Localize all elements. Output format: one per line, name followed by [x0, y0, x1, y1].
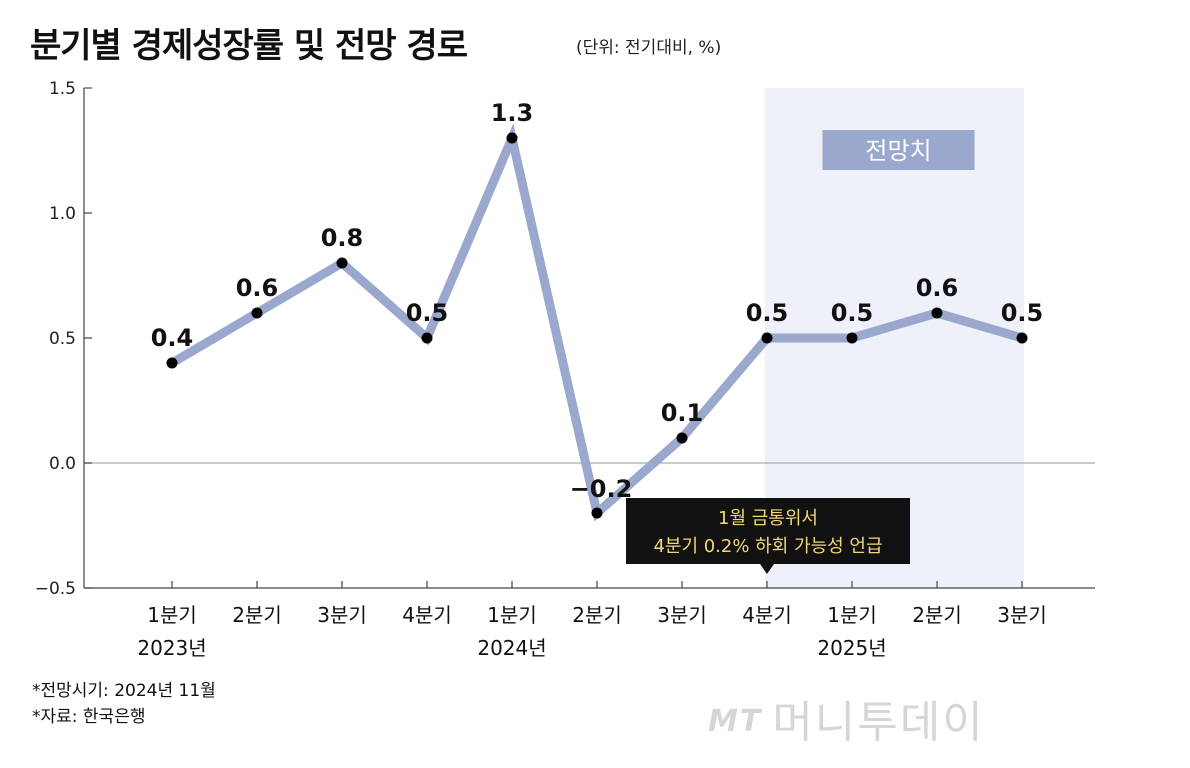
- data-point: [166, 357, 178, 369]
- data-label: 0.1: [661, 399, 704, 427]
- data-label: 0.5: [1001, 299, 1044, 327]
- data-label: 0.6: [236, 274, 279, 302]
- data-label: 1.3: [491, 99, 534, 127]
- annotation-text: 1월 금통위서: [718, 508, 818, 529]
- y-tick-label: 1.0: [49, 204, 76, 224]
- chart-title: 분기별 경제성장률 및 전망 경로: [30, 26, 468, 66]
- x-tick-label: 2분기: [912, 603, 962, 627]
- annotation-pointer: [760, 564, 774, 574]
- data-point: [1016, 332, 1028, 344]
- forecast-label-box: [822, 130, 975, 170]
- data-point: [846, 332, 858, 344]
- footnote-forecast-date: *전망시기: 2024년 11월: [32, 681, 216, 701]
- data-label: 0.4: [151, 324, 194, 352]
- forecast-label: 전망치: [865, 137, 931, 165]
- watermark-name: 머니투데이: [772, 697, 985, 748]
- data-label: 0.5: [746, 299, 789, 327]
- x-tick-label: 4분기: [402, 603, 452, 627]
- y-tick-label: 0.0: [49, 454, 76, 474]
- x-tick-label: 3분기: [997, 603, 1047, 627]
- y-tick-label: −0.5: [35, 579, 76, 599]
- year-label: 2025년: [817, 636, 886, 660]
- year-label: 2024년: [477, 636, 546, 660]
- x-tick-label: 3분기: [657, 603, 707, 627]
- y-tick-label: 1.5: [49, 79, 76, 99]
- y-tick-label: 0.5: [49, 329, 76, 349]
- x-tick-label: 3분기: [317, 603, 367, 627]
- year-label: 2023년: [137, 636, 206, 660]
- annotation-box: [626, 498, 910, 564]
- x-tick-label: 2분기: [232, 603, 282, 627]
- x-tick-label: 2분기: [572, 603, 622, 627]
- data-label: −0.2: [570, 475, 633, 503]
- data-point: [676, 432, 688, 444]
- data-point: [506, 132, 518, 144]
- x-tick-label: 1분기: [147, 603, 197, 627]
- data-point: [336, 257, 348, 269]
- x-tick-label: 4분기: [742, 603, 792, 627]
- data-label: 0.6: [916, 274, 959, 302]
- data-point: [931, 307, 943, 319]
- data-point: [761, 332, 773, 344]
- data-label: 0.8: [321, 224, 364, 252]
- data-point: [591, 507, 603, 519]
- data-label: 0.5: [831, 299, 874, 327]
- data-label: 0.5: [406, 299, 449, 327]
- annotation-text: 4분기 0.2% 하회 가능성 언급: [653, 536, 882, 557]
- x-tick-label: 1분기: [487, 603, 537, 627]
- footnotes: *전망시기: 2024년 11월 *자료: 한국은행: [32, 678, 216, 730]
- unit-label: (단위: 전기대비, %): [576, 38, 722, 58]
- data-point: [251, 307, 263, 319]
- data-point: [421, 332, 433, 344]
- footnote-source: *자료: 한국은행: [32, 707, 146, 727]
- watermark-mt: MT: [708, 704, 763, 739]
- x-tick-label: 1분기: [827, 603, 877, 627]
- watermark-logo: MT 머니투데이: [708, 686, 985, 750]
